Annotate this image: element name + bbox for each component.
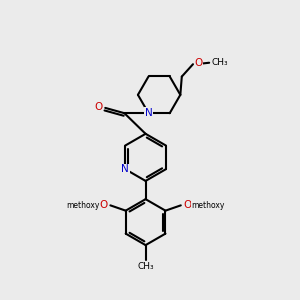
Text: CH₃: CH₃ [212,58,228,67]
Text: N: N [145,108,152,118]
Text: CH₃: CH₃ [137,262,154,271]
Text: N: N [121,164,129,174]
Text: O: O [183,200,191,210]
Text: N: N [145,108,152,118]
Text: O: O [194,58,202,68]
Text: methoxy: methoxy [67,201,100,210]
Text: methoxy: methoxy [191,201,225,210]
Text: O: O [94,102,103,112]
Text: O: O [100,200,108,210]
